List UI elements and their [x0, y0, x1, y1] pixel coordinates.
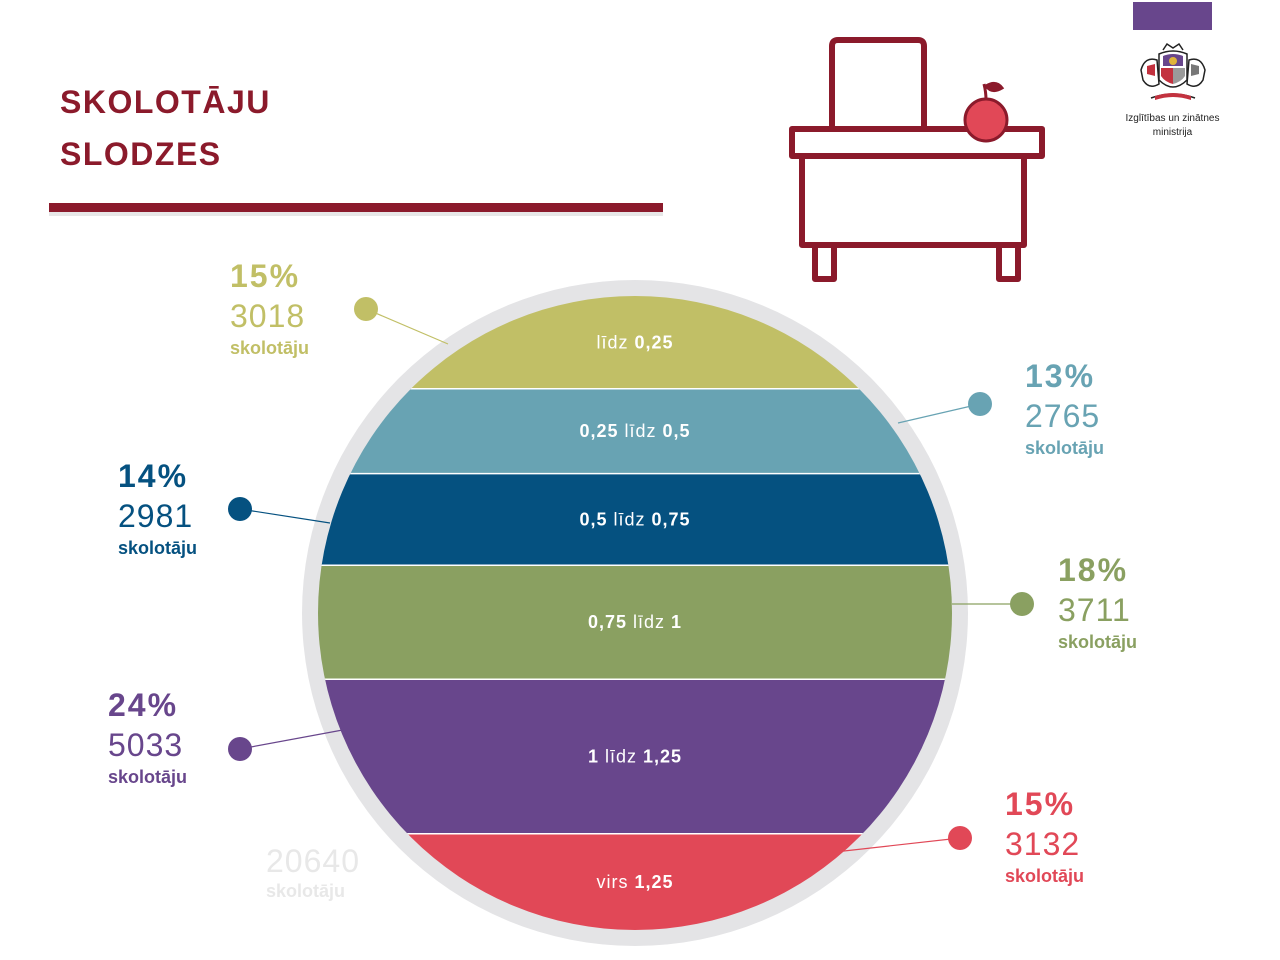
callout-3: 14% 2981 skolotāju [118, 456, 197, 560]
callout-percent: 14% [118, 458, 189, 494]
band-label: līdz 0,25 [596, 332, 673, 352]
callout-2: 13% 2765 skolotāju [1025, 356, 1104, 460]
callout-count: 5033 [108, 727, 184, 763]
leader-dot [354, 297, 378, 321]
band-label: virs 1,25 [596, 872, 673, 892]
ministry-logo: Izglītības un zinātnes ministrija [1115, 40, 1230, 139]
callout-count: 3711 [1058, 592, 1131, 628]
band-label-part: 0,25 [579, 421, 618, 441]
leader-line [365, 308, 449, 345]
band-label-part: līdz [599, 746, 643, 766]
band-label-part: 0,5 [663, 421, 691, 441]
band-label-part: 1,25 [643, 746, 682, 766]
leader-dot [948, 826, 972, 850]
callout-unit: skolotāju [230, 338, 310, 358]
band-label-part: 0,75 [652, 509, 691, 529]
page-title: SKOLOTĀJU SLODZES [60, 76, 271, 180]
band-label-part: līdz [627, 612, 671, 632]
band-label-part: 0,25 [634, 332, 673, 352]
band-label-part: līdz [607, 509, 651, 529]
callout-unit: skolotāju [1025, 438, 1105, 458]
band-label: 1 līdz 1,25 [588, 746, 682, 766]
callout-count: 2765 [1025, 398, 1101, 434]
coat-of-arms-icon [1139, 42, 1206, 100]
leader-line [897, 403, 981, 424]
callout-unit: skolotāju [1058, 632, 1138, 652]
ministry-name-line-2: ministrija [1152, 127, 1193, 138]
band-label: 0,25 līdz 0,5 [579, 421, 690, 441]
callout-6: 15% 3132 skolotāju [1005, 784, 1084, 888]
callout-count: 3132 [1005, 826, 1081, 862]
callout-count: 3018 [230, 298, 306, 334]
brand-color-bar [1133, 2, 1212, 30]
total-teachers: 20640 skolotāju [266, 842, 360, 902]
leader-dot [1010, 592, 1034, 616]
total-count: 20640 [266, 843, 360, 879]
band-label: 0,5 līdz 0,75 [579, 509, 690, 529]
leader-dot [968, 392, 992, 416]
teacher-desk-with-apple-icon [789, 37, 1045, 282]
callout-unit: skolotāju [1005, 866, 1085, 886]
callout-5: 24% 5033 skolotāju [108, 685, 187, 789]
callout-percent: 15% [1005, 786, 1076, 822]
band-4 [318, 565, 952, 680]
callout-unit: skolotāju [108, 767, 188, 787]
title-underline [49, 203, 663, 212]
leader-line [825, 837, 961, 854]
band-label-part: 0,75 [588, 612, 627, 632]
callout-percent: 24% [108, 687, 179, 723]
total-unit: skolotāju [266, 881, 346, 901]
callout-count: 2981 [118, 498, 194, 534]
callout-percent: 15% [230, 258, 301, 294]
leader-line [239, 728, 349, 750]
title-line-2: SLODZES [60, 136, 222, 172]
callout-1: 15% 3018 skolotāju [230, 256, 309, 360]
band-label-part: 1,25 [634, 872, 673, 892]
title-line-1: SKOLOTĀJU [60, 84, 271, 120]
ministry-name-line-1: Izglītības un zinātnes [1125, 113, 1220, 124]
band-2 [318, 388, 952, 474]
callout-percent: 13% [1025, 358, 1096, 394]
band-label-part: līdz [619, 421, 663, 441]
band-label: 0,75 līdz 1 [588, 612, 682, 632]
band-label-part: 1 [588, 746, 599, 766]
title-underline-shadow [49, 212, 663, 216]
band-label-part: līdz [596, 332, 634, 352]
band-label-part: 0,5 [579, 509, 607, 529]
band-3 [318, 473, 952, 566]
callout-4: 18% 3711 skolotāju [1058, 550, 1137, 654]
leader-dot [228, 737, 252, 761]
callout-unit: skolotāju [118, 538, 198, 558]
leader-dot [228, 497, 252, 521]
band-label-part: virs [596, 872, 634, 892]
band-5 [318, 679, 952, 834]
band-label-part: 1 [671, 612, 682, 632]
callout-percent: 18% [1058, 552, 1129, 588]
leader-line [239, 508, 331, 524]
